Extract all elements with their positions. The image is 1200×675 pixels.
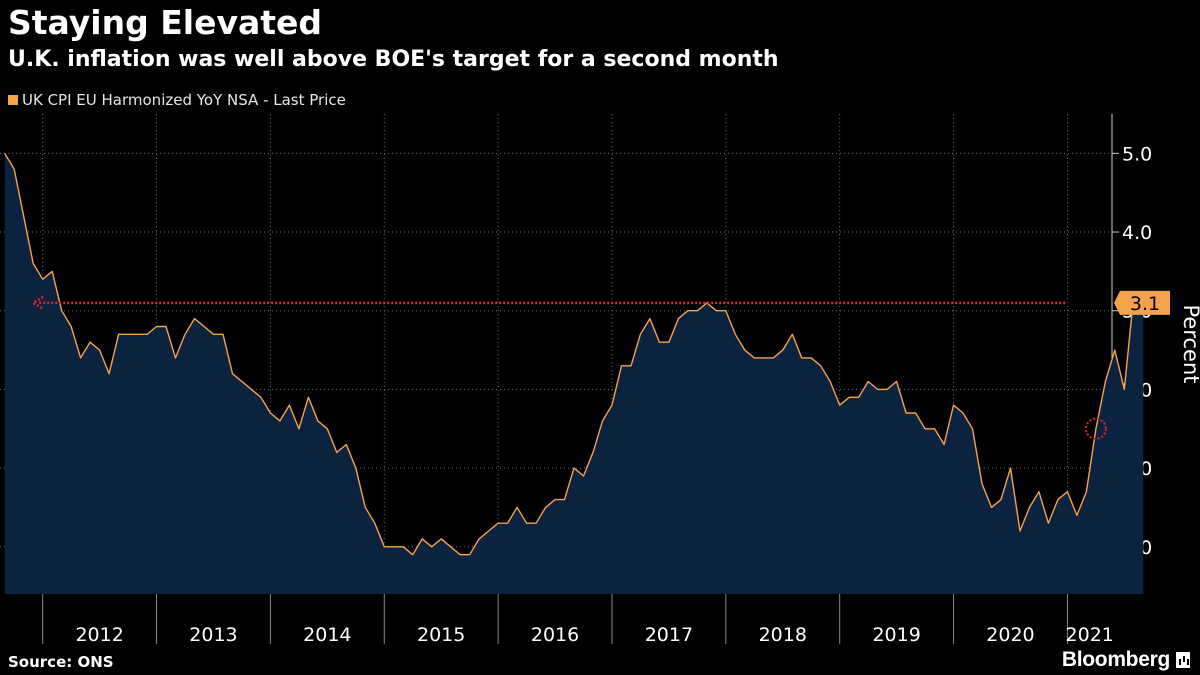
highlight-circle: [1084, 417, 1107, 440]
series-area: [4, 153, 1144, 595]
y-tick-label: 5.0: [1122, 143, 1152, 165]
x-tick-label: 2020: [986, 624, 1034, 646]
x-tick-label: 2019: [872, 624, 920, 646]
series-line: [4, 152, 1144, 556]
x-tick-label: 2021: [1066, 624, 1114, 646]
x-tick-label: 2015: [417, 624, 465, 646]
chart-title: Staying Elevated: [8, 3, 323, 42]
bloomberg-wordmark: Bloomberg: [1061, 648, 1170, 671]
x-tick-label: 2018: [759, 624, 807, 646]
legend-swatch: [8, 95, 18, 105]
x-tick-label: 2014: [303, 624, 351, 646]
bloomberg-terminal-icon: [1176, 652, 1190, 668]
y-tick-label: 4.0: [1122, 222, 1152, 244]
source-note: Source: ONS: [8, 653, 114, 671]
last-value-label: 3.1: [1130, 293, 1160, 315]
x-tick-label: 2017: [645, 624, 693, 646]
legend-label: UK CPI EU Harmonized YoY NSA - Last Pric…: [22, 91, 346, 109]
last-value-tag: [1114, 290, 1170, 315]
bloomberg-logo: Bloomberg: [1062, 647, 1190, 673]
x-tick-label: 2012: [75, 624, 123, 646]
legend: UK CPI EU Harmonized YoY NSA - Last Pric…: [8, 90, 346, 110]
x-tick-label: 2016: [531, 624, 579, 646]
x-tick-label: 2013: [189, 624, 237, 646]
y-axis-label: Percent: [1179, 304, 1200, 383]
chart-subtitle: U.K. inflation was well above BOE's targ…: [8, 47, 779, 72]
